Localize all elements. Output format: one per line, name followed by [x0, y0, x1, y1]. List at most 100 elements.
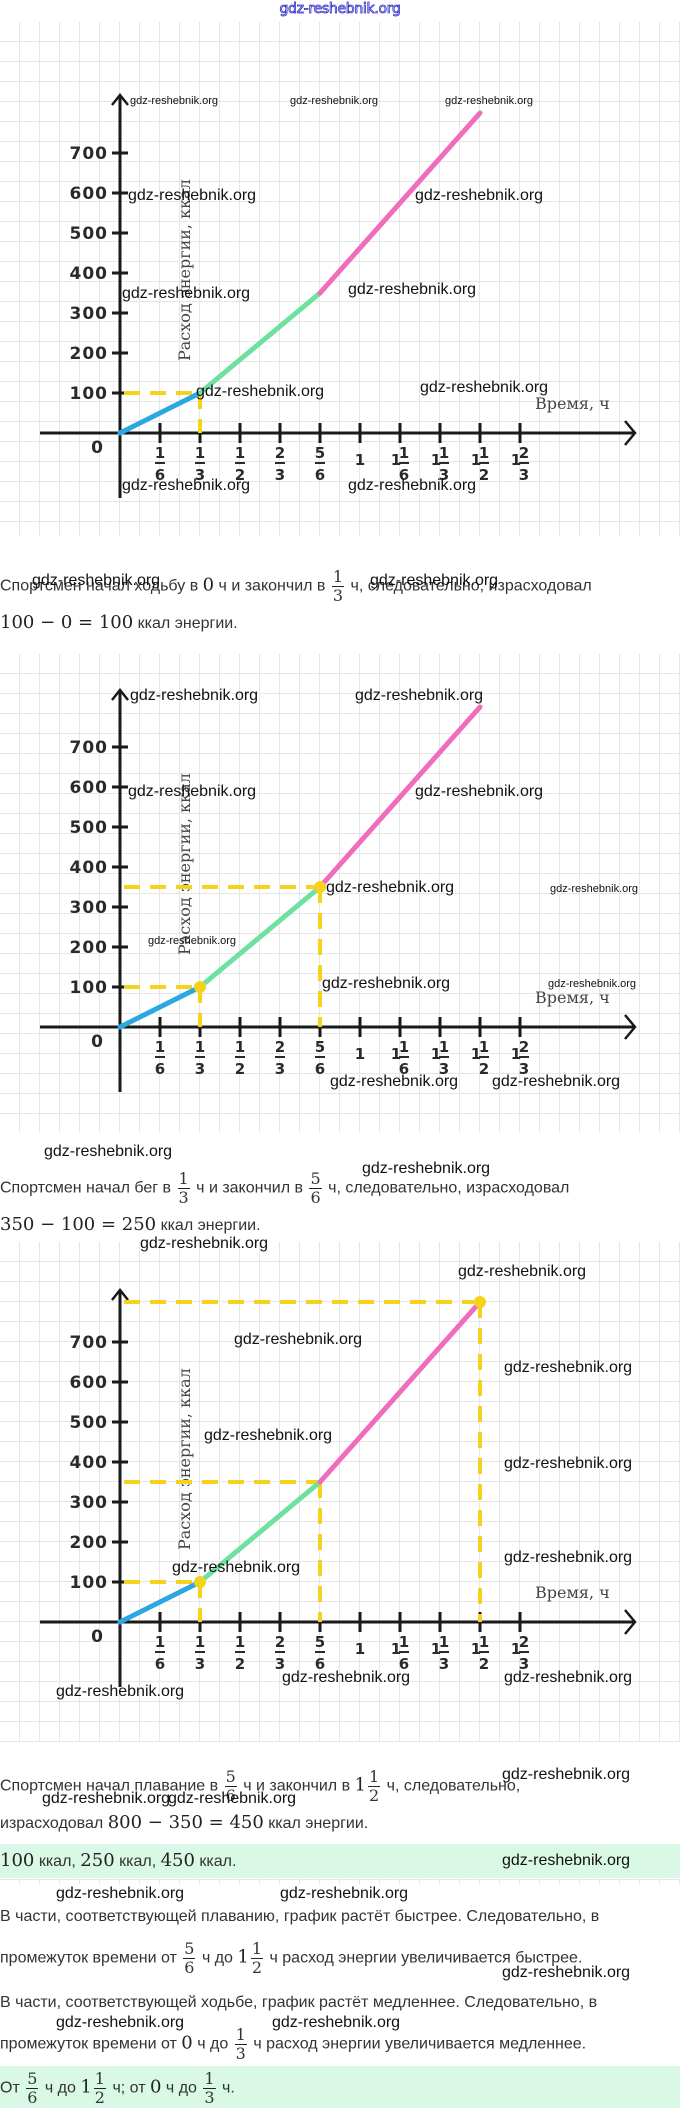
walk-text-b: ч и закончил в: [218, 577, 326, 595]
x-tick-numerator: 1: [235, 1038, 245, 1056]
x-tick-label: 12 3: [511, 1633, 529, 1673]
run-text-d: ккал энергии.: [160, 1217, 261, 1234]
y-tick-label: 300: [70, 898, 109, 918]
x-tick-numerator: 5: [315, 1633, 325, 1651]
watermark: gdz-reshebnik.org: [550, 883, 638, 895]
highlight-point-marker: [313, 881, 326, 893]
watermark: gdz-reshebnik.org: [348, 281, 476, 298]
x-axis-title: Время, ч: [535, 394, 610, 413]
walk-math-start: 0: [202, 574, 215, 596]
watermark[interactable]: gdz-reshebnik.org: [140, 1235, 269, 1252]
x-tick-denominator: 2: [479, 1060, 489, 1078]
x-tick-denominator: 3: [195, 1060, 205, 1078]
y-axis-title: Расход энергии, ккал: [175, 179, 194, 361]
fast-whole: 1: [237, 1946, 249, 1968]
y-tick-label: 400: [70, 858, 109, 878]
x-tick-denominator: 3: [275, 466, 285, 484]
watermark: gdz-reshebnik.org: [282, 1669, 410, 1686]
watermark[interactable]: gdz-reshebnik.org: [168, 1790, 297, 1807]
watermark[interactable]: gdz-reshebnik.org: [502, 1852, 631, 1869]
x-tick-denominator: 3: [439, 1060, 449, 1078]
swim-whole: 1: [354, 1774, 366, 1796]
slow-line-1: В части, соответствующей ходьбе, график …: [0, 1994, 598, 2011]
x-tick-denominator: 2: [235, 1655, 245, 1673]
series-line-running: [197, 1479, 323, 1585]
site-watermark[interactable]: gdz-reshebnik.org: [279, 1, 401, 18]
watermark[interactable]: gdz-reshebnik.org: [56, 2014, 185, 2031]
y-tick-label: 100: [70, 1573, 109, 1593]
answer2-text-e: ч.: [222, 2079, 235, 2097]
watermark[interactable]: gdz-reshebnik.org: [502, 1964, 631, 1981]
watermark: gdz-reshebnik.org: [172, 1559, 300, 1576]
y-tick-label: 200: [70, 1533, 109, 1553]
y-tick-label: 700: [70, 738, 109, 758]
answer1-value-2: 250: [80, 1850, 115, 1871]
x-tick-denominator: 3: [195, 1655, 205, 1673]
answer2-text-a: От: [0, 2079, 20, 2097]
chart-swimming: Расход энергии, ккал Время, ч 0 100 200 300 40…: [40, 1263, 637, 1700]
x-tick-label: 56: [315, 1633, 325, 1673]
x-tick-label: 1: [355, 1045, 365, 1063]
x-tick-denominator: 6: [399, 466, 409, 484]
x-tick-numerator: 1: [479, 444, 489, 462]
y-tick-label: 400: [70, 1453, 109, 1473]
y-tick-label: 100: [70, 384, 109, 404]
watermark[interactable]: gdz-reshebnik.org: [370, 572, 499, 589]
y-axis-arrow-icon: [111, 687, 129, 701]
origin-label: 0: [91, 1032, 104, 1052]
x-tick-label: 13: [195, 1038, 205, 1078]
watermark[interactable]: gdz-reshebnik.org: [272, 2014, 401, 2031]
x-tick-whole: 1: [511, 451, 521, 469]
answer2-text-d: ч до: [165, 2079, 197, 2097]
watermark[interactable]: gdz-reshebnik.org: [362, 1160, 491, 1177]
x-tick-numerator: 1: [479, 1038, 489, 1056]
swim-text-d: израсходовал: [0, 1815, 104, 1832]
run-text-c: ч, следовательно, израсходовал: [328, 1179, 570, 1197]
x-tick-label: 116: [391, 1633, 409, 1673]
x-tick-label: 23: [275, 444, 285, 484]
slow-text-b: ч до: [197, 2035, 229, 2053]
x-tick-numerator: 1: [195, 1633, 205, 1651]
watermark[interactable]: gdz-reshebnik.org: [32, 572, 161, 589]
x-tick-whole: 1: [391, 1045, 401, 1063]
x-tick-numerator: 1: [155, 1038, 165, 1056]
watermark[interactable]: gdz-reshebnik.org: [56, 1885, 185, 1902]
chart-3-plot: Расход энергии, ккал Время, ч 0 100 200 300 40…: [40, 1263, 637, 1700]
x-tick-label: 113: [431, 1633, 449, 1673]
answer2-whole: 1: [80, 2076, 92, 2098]
x-tick-numerator: 5: [315, 1038, 325, 1056]
watermark: gdz-reshebnik.org: [420, 379, 548, 396]
watermark: gdz-reshebnik.org: [290, 95, 378, 107]
watermark: gdz-reshebnik.org: [204, 1427, 332, 1444]
watermark[interactable]: gdz-reshebnik.org: [44, 1143, 173, 1160]
swim-math-result: 800 − 350 = 450: [107, 1812, 264, 1833]
x-tick-numerator: 1: [195, 444, 205, 462]
series-line-walking: [117, 390, 203, 436]
watermark: gdz-reshebnik.org: [322, 975, 450, 992]
y-tick-label: 700: [70, 1333, 109, 1353]
x-tick-whole: 1: [431, 1640, 441, 1658]
x-tick-label: 12: [235, 444, 245, 484]
x-tick-label: 16: [155, 444, 165, 484]
x-tick-denominator: 6: [155, 466, 165, 484]
chart-1-background: [0, 22, 680, 536]
x-tick-denominator: 2: [235, 466, 245, 484]
x-tick-whole: 1: [391, 1640, 401, 1658]
fast-text-b: ч до: [201, 1949, 233, 1967]
x-tick-whole: 1: [511, 1640, 521, 1658]
x-tick-denominator: 3: [519, 1060, 529, 1078]
watermark: gdz-reshebnik.org: [504, 1549, 632, 1566]
x-tick-label: 56: [315, 1038, 325, 1078]
walk-text-c: ч, следовательно, израсходовал: [350, 577, 592, 595]
watermark: gdz-reshebnik.org: [196, 383, 324, 400]
watermark[interactable]: gdz-reshebnik.org: [42, 1790, 171, 1807]
x-tick-numerator: 1: [235, 1633, 245, 1651]
x-tick-numerator: 2: [519, 444, 529, 462]
watermark[interactable]: gdz-reshebnik.org: [280, 1885, 409, 1902]
watermark[interactable]: gdz-reshebnik.org: [502, 1766, 631, 1783]
x-tick-denominator: 3: [519, 466, 529, 484]
x-tick-whole: 1: [391, 451, 401, 469]
watermark: gdz-reshebnik.org: [348, 477, 476, 494]
